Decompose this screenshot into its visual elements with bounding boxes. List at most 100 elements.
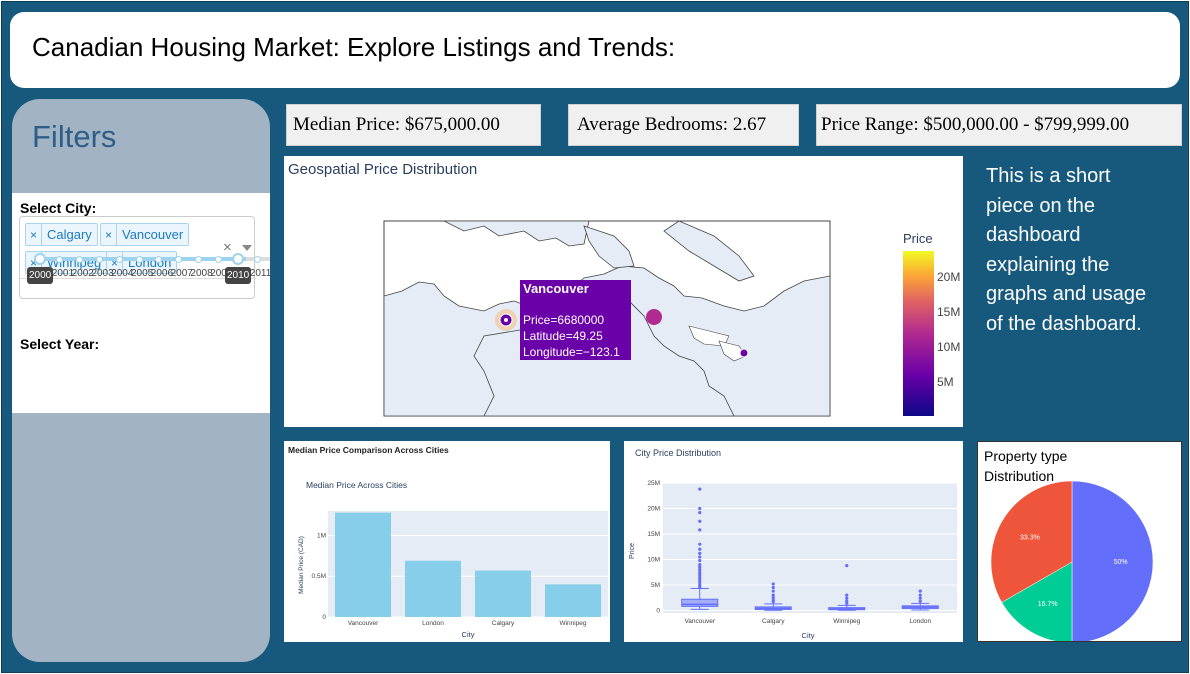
pie-label-50: 50% [1114, 559, 1128, 566]
bar-card-title: Median Price Comparison Across Cities [288, 445, 449, 455]
box-outlier-vancouver [698, 573, 702, 577]
slider-mark-2001 [56, 255, 64, 263]
slider-mark-2009 [214, 255, 222, 263]
box-outlier-london [918, 589, 922, 593]
bar-london[interactable] [405, 560, 461, 617]
city-price-box-chart[interactable]: City Price Distribution City Price 0 5M 10… [624, 441, 963, 642]
geospatial-map-card: Geospatial Price Distribution [284, 156, 963, 427]
colorbar-tick-5m: 5M [937, 375, 954, 389]
bar-winnipeg[interactable] [545, 584, 601, 617]
pie-slice-50[interactable] [1071, 480, 1154, 641]
box-outlier-london [918, 596, 922, 600]
box-outlier-winnipeg [845, 563, 849, 568]
box-y-tick: 25M [647, 480, 660, 487]
box-card-title: City Price Distribution [635, 448, 721, 458]
box-outlier-calgary [771, 589, 775, 593]
clear-all-icon[interactable]: × [223, 239, 232, 256]
box-outlier-winnipeg [845, 596, 849, 600]
remove-vancouver-icon[interactable]: × [101, 224, 117, 245]
slider-mark-2002 [76, 255, 84, 263]
box-outlier-winnipeg [845, 593, 849, 597]
pie-title: Property type Distribution [984, 448, 1068, 484]
box-outlier-vancouver [698, 506, 702, 511]
slider-mark-2003 [95, 255, 103, 263]
slider-handle-2000[interactable] [34, 253, 46, 265]
box-outlier-calgary [771, 596, 775, 600]
box-outlier-vancouver [698, 585, 702, 589]
bar-y-axis-label: Median Price (CAD) [298, 536, 305, 594]
map-title: Geospatial Price Distribution [288, 161, 478, 178]
bar-x-tick-calgary: Calgary [492, 620, 515, 627]
slider-label-2006: 2006 [150, 268, 174, 279]
box-x-tick-london: London [909, 618, 931, 625]
bar-x-tick-vancouver: Vancouver [348, 620, 379, 627]
box-x-tick-calgary: Calgary [762, 618, 785, 625]
slider-label-2001: 2001 [51, 268, 75, 279]
map-svg[interactable]: Vancouver Price=6680000 Latitude=49.25 L… [284, 156, 963, 427]
remove-calgary-icon[interactable]: × [26, 224, 42, 245]
box-x-tick-vancouver: Vancouver [684, 618, 715, 625]
box-outlier-vancouver [698, 562, 702, 567]
slider-mark-2007 [175, 255, 183, 263]
bar-vancouver[interactable] [335, 512, 391, 617]
slider-label-2011: 2011 [249, 268, 270, 279]
slider-mark-2005 [135, 255, 143, 263]
city-label: Select City: [20, 200, 97, 216]
remove-london-icon[interactable]: × [107, 252, 123, 273]
box-outlier-vancouver [698, 558, 702, 563]
tooltip-longitude: Longitude=−123.1 [523, 345, 620, 359]
title-bar: Canadian Housing Market: Explore Listing… [10, 12, 1180, 88]
slider-label-2008: 2008 [190, 268, 213, 279]
property-type-pie-card: Property type Distribution 50% 16.7% 33.3% [977, 441, 1182, 642]
box-y-tick: 0 [656, 607, 660, 614]
price-range-stat: Price Range: $500,000.00 - $799,999.00 [816, 104, 1182, 146]
slider-mark-2004 [115, 255, 123, 263]
slider-label-2003: 2003 [91, 268, 114, 279]
median-price-bar-chart[interactable]: Median Price Comparison Across Cities Me… [284, 441, 610, 642]
vancouver-marker-center [504, 318, 508, 322]
box-plot-area [663, 483, 957, 613]
box-outlier-vancouver [698, 519, 702, 523]
map-tooltip [520, 280, 631, 360]
box-outlier-vancouver [698, 547, 702, 551]
average-bedrooms-stat: Average Bedrooms: 2.67 [568, 104, 799, 146]
filters-panel: Filters Select City: × Calgary × Vancouv… [12, 99, 270, 662]
slider-label-2002: 2002 [71, 268, 94, 279]
colorbar-tick-15m: 15M [937, 305, 960, 319]
dashboard-description: This is a short piece on the dashboard e… [986, 165, 1147, 335]
colorbar-title: Price [903, 231, 933, 246]
calgary-marker[interactable] [646, 309, 662, 325]
bar-calgary[interactable] [475, 570, 531, 617]
colorbar-tick-10m: 10M [937, 340, 960, 354]
slider-handle-2010[interactable] [232, 253, 244, 265]
tooltip-city: Vancouver [523, 281, 589, 296]
city-tag-calgary: × Calgary [25, 223, 98, 246]
box-y-tick: 20M [647, 505, 660, 512]
box-outlier-calgary [771, 585, 775, 590]
box-outlier-london [918, 593, 922, 597]
slider-label-2005: 2005 [131, 268, 154, 279]
bar-x-tick-london: London [422, 620, 444, 627]
slider-label-2007: 2007 [170, 268, 193, 279]
page-title: Canadian Housing Market: Explore Listing… [32, 32, 676, 62]
pie-label-33-3: 33.3% [1020, 535, 1040, 542]
box-outlier-vancouver [698, 568, 702, 572]
chevron-down-icon[interactable] [242, 245, 252, 251]
box-outlier-winnipeg [845, 601, 849, 605]
filters-controls: Select City: × Calgary × Vancouver × Win… [12, 193, 270, 413]
pie-slice-33-3[interactable] [990, 480, 1073, 603]
pie-slice-16-7[interactable] [1001, 561, 1073, 641]
year-label: Select Year: [20, 336, 100, 352]
winnipeg-marker[interactable] [739, 348, 749, 358]
slider-label-2004: 2004 [111, 268, 134, 279]
median-price-bar-card: Median Price Comparison Across Cities Me… [284, 441, 610, 642]
box-vancouver[interactable] [681, 598, 719, 607]
box-x-tick-winnipeg: Winnipeg [833, 618, 860, 625]
box-outlier-vancouver [698, 570, 702, 574]
colorbar-tick-20m: 20M [937, 270, 960, 284]
bar-y-tick: 1M [317, 532, 326, 539]
slider-mark-2008 [194, 255, 202, 263]
bar-y-tick: 0 [322, 614, 326, 621]
property-type-pie-chart[interactable]: 50% 16.7% 33.3% [978, 442, 1181, 641]
slider-label-2000: 2000 [27, 267, 54, 284]
